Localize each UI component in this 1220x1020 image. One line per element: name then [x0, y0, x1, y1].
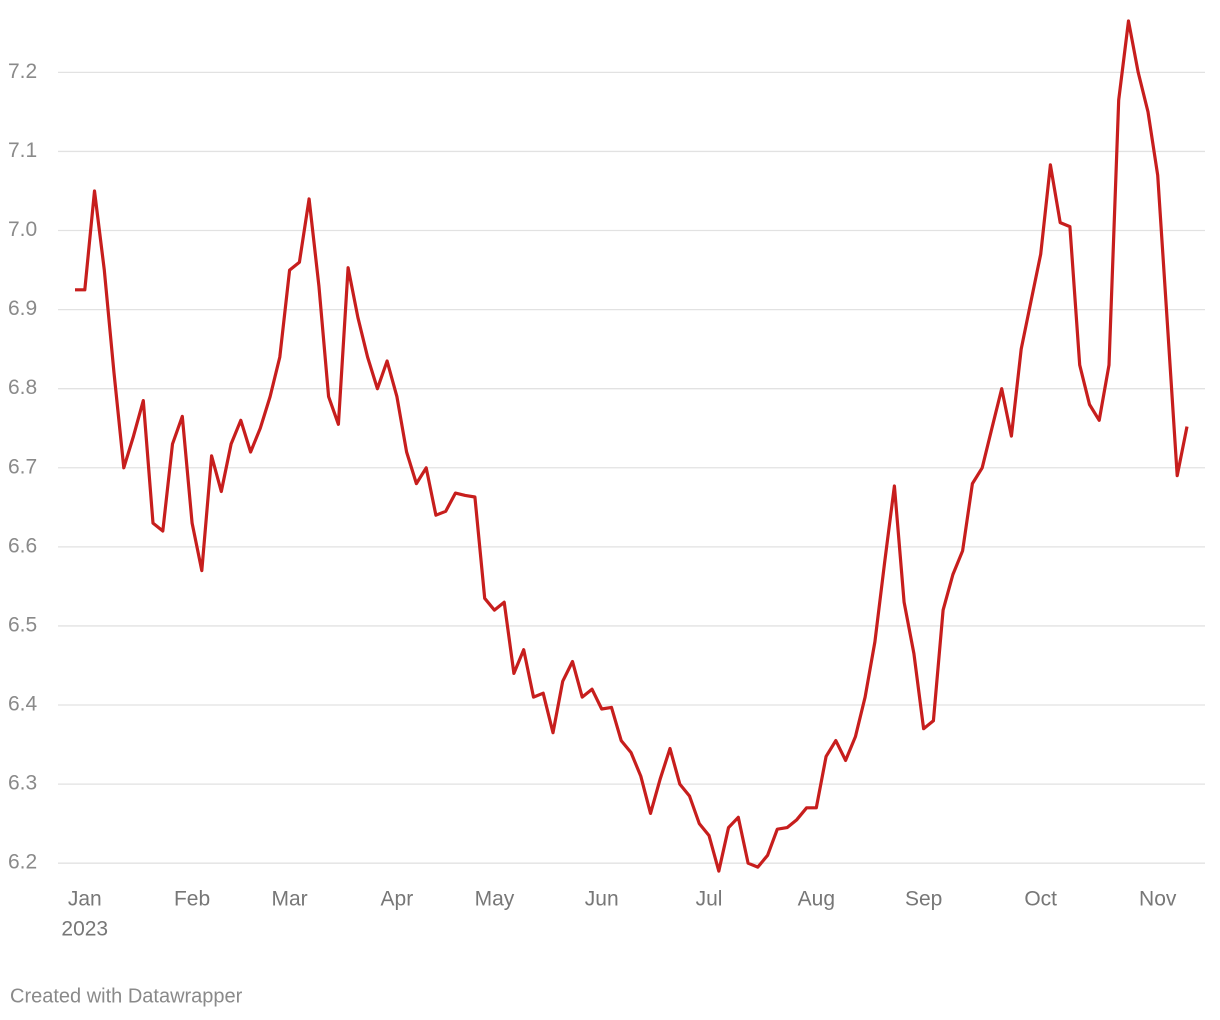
x-tick-label: Jun [585, 888, 619, 911]
x-tick-label: Apr [381, 888, 414, 911]
x-tick-label: Oct [1024, 888, 1057, 911]
x-tick-label: Aug [798, 888, 835, 911]
y-tick-label: 6.8 [8, 376, 37, 399]
x-tick-label: Jul [696, 888, 723, 911]
y-tick-label: 6.7 [8, 455, 37, 478]
y-tick-label: 6.4 [8, 693, 38, 716]
line [75, 19, 1189, 873]
y-tick-label: 6.9 [8, 297, 37, 320]
y-tick-label: 6.2 [8, 851, 37, 874]
y-tick-label: 6.6 [8, 534, 37, 557]
x-tick-label: Mar [272, 888, 308, 911]
y-tick-label: 6.5 [8, 613, 37, 636]
y-tick-label: 6.3 [8, 772, 37, 795]
y-tick-label: 7.1 [8, 139, 37, 162]
x-tick-label: Sep [905, 888, 942, 911]
x-tick-label: Nov [1139, 888, 1177, 911]
x-year-label: 2023 [61, 918, 108, 941]
y-tick-label: 7.2 [8, 60, 37, 83]
credit: Created with Datawrapper [10, 985, 243, 1007]
x-tick-label: Feb [174, 888, 210, 911]
x-tick-label: Jan [68, 888, 102, 911]
y-tick-label: 7.0 [8, 218, 37, 241]
x-tick-label: May [475, 888, 515, 911]
